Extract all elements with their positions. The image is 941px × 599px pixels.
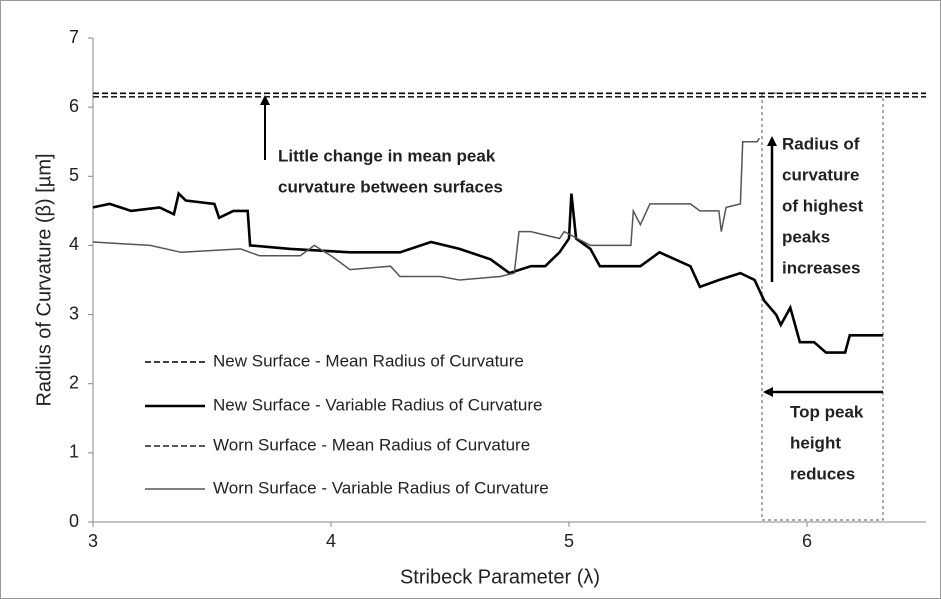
y-tick-label: 0 (69, 511, 79, 531)
annotation: Little change in mean peak (278, 146, 496, 165)
x-axis-title: Stribeck Parameter (λ) (400, 566, 600, 588)
x-tick-label: 4 (326, 531, 336, 551)
legend-label: New Surface - Variable Radius of Curvatu… (213, 395, 542, 414)
annotation: increases (782, 258, 860, 277)
annotation: of highest (782, 196, 864, 215)
legend-label: New Surface - Mean Radius of Curvature (213, 351, 524, 370)
y-tick-label: 5 (69, 165, 79, 185)
y-tick-label: 1 (69, 442, 79, 462)
annotation: height (790, 433, 841, 452)
y-tick-label: 3 (69, 303, 79, 323)
annotation: curvature between surfaces (278, 177, 503, 196)
x-tick-label: 6 (802, 531, 812, 551)
y-tick-label: 6 (69, 96, 79, 116)
annotation: reduces (790, 464, 855, 483)
y-axis-title: Radius of Curvature (β) [µm] (33, 153, 55, 406)
annotation: peaks (782, 227, 830, 246)
x-tick-label: 5 (564, 531, 574, 551)
y-tick-label: 4 (69, 234, 79, 254)
annotation: Top peak (790, 402, 864, 421)
x-tick-label: 3 (88, 531, 98, 551)
y-tick-label: 7 (69, 27, 79, 47)
legend-label: Worn Surface - Mean Radius of Curvature (213, 435, 530, 454)
annotation: Radius of (782, 134, 860, 153)
series-line (92, 137, 761, 281)
y-tick-label: 2 (69, 372, 79, 392)
legend-label: Worn Surface - Variable Radius of Curvat… (213, 478, 549, 497)
annotation: curvature (782, 165, 859, 184)
series-line (92, 191, 884, 354)
